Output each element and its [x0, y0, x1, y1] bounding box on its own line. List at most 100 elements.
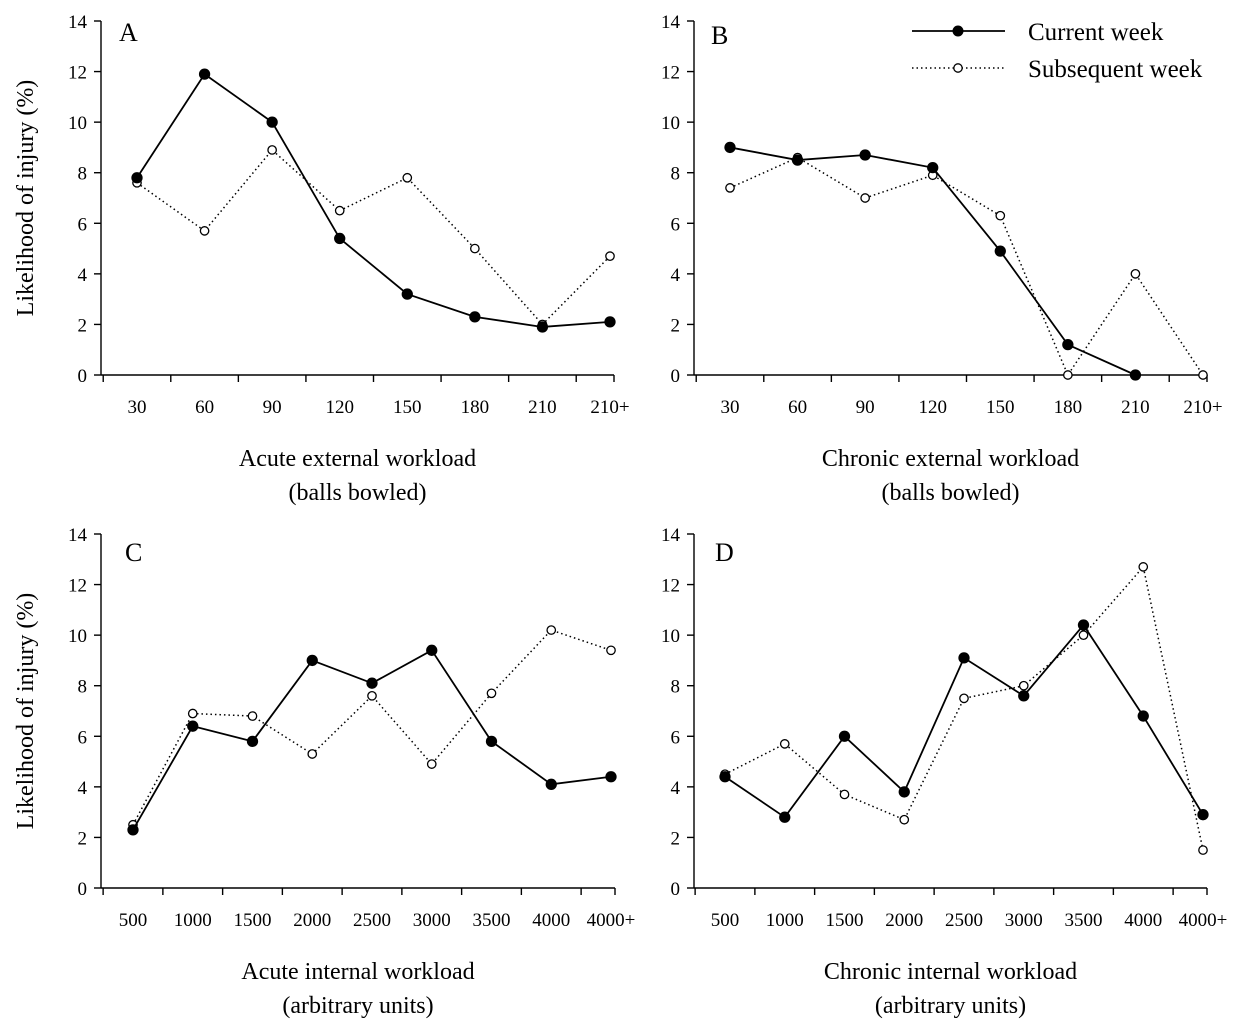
- y-tick-label: 10: [661, 113, 680, 134]
- subsequent-week-line: [724, 565, 1204, 851]
- x-tick-label: 4000: [532, 910, 570, 931]
- current-week-point: [426, 644, 438, 656]
- x-tick-label: 150: [986, 397, 1015, 418]
- current-week-line: [136, 72, 611, 328]
- subsequent-week-point: [860, 193, 870, 203]
- current-week-point: [266, 116, 278, 128]
- x-tick-label: 1500: [234, 910, 272, 931]
- y-tick-label: 2: [671, 315, 681, 336]
- y-tick-label: 6: [78, 727, 88, 748]
- x-tick-label: 1000: [766, 910, 804, 931]
- series-current-week: [131, 68, 616, 333]
- chart-panel-c: 0 2 4 6 8 10 12 14 500 1000 1500 2000 2500 3000 3500 40…: [13, 525, 635, 1019]
- current-week-point: [401, 288, 413, 300]
- x-tick-label: 150: [393, 397, 422, 418]
- current-week-point: [791, 154, 804, 166]
- x-axis-title: Chronic internal workload: [824, 959, 1077, 985]
- chart-panel-b: 0 2 4 6 8 10 12 14 30 60 90 120 150 180 210 210+ Chronic…: [661, 12, 1223, 506]
- y-tick-label: 2: [78, 315, 88, 336]
- y-tick-label: 8: [78, 677, 88, 698]
- current-week-point: [719, 771, 731, 783]
- x-tick-label: 210+: [590, 397, 629, 418]
- subsequent-week-point: [606, 645, 616, 656]
- y-tick-label: 12: [661, 576, 680, 597]
- subsequent-week-point: [605, 251, 615, 262]
- x-tick-label: 210+: [1183, 397, 1222, 418]
- panel-label: A: [119, 18, 138, 47]
- y-tick-label: 6: [671, 214, 681, 235]
- y-tick-label: 4: [671, 778, 681, 799]
- x-tick-label: 60: [195, 397, 214, 418]
- y-tick-label: 14: [68, 525, 88, 546]
- subsequent-week-point: [899, 814, 910, 825]
- subsequent-week-point: [199, 226, 210, 236]
- y-tick-label: 10: [661, 626, 680, 647]
- series-subsequent-week: [725, 152, 1208, 380]
- legend-subsequent-marker: [953, 63, 963, 73]
- current-week-point: [187, 720, 199, 732]
- current-week-point: [1062, 339, 1074, 351]
- current-week-point: [1137, 710, 1149, 722]
- x-tick-label: 4000+: [587, 910, 636, 931]
- y-tick-label: 2: [671, 828, 681, 849]
- subsequent-week-point: [1063, 370, 1073, 380]
- y-tick-label: 4: [78, 265, 88, 286]
- subsequent-week-point: [779, 739, 790, 749]
- x-tick-label: 60: [788, 397, 807, 418]
- subsequent-week-point: [367, 690, 377, 701]
- x-tick-label: 210: [1121, 397, 1150, 418]
- current-week-point: [536, 321, 549, 333]
- x-tick-label: 500: [119, 910, 148, 931]
- current-week-line: [729, 146, 1136, 376]
- y-tick-label: 12: [661, 63, 680, 84]
- y-tick-label: 0: [78, 879, 88, 900]
- x-tick-label: 2000: [885, 910, 923, 931]
- current-week-point: [1197, 809, 1209, 821]
- y-tick-label: 0: [671, 366, 681, 387]
- subsequent-week-point: [725, 183, 735, 193]
- legend-current-marker: [952, 25, 964, 37]
- subsequent-week-point: [307, 749, 318, 759]
- subsequent-week-point: [839, 789, 850, 800]
- y-tick-label: 12: [68, 63, 87, 84]
- current-week-point: [604, 316, 616, 328]
- subsequent-week-point: [1198, 370, 1208, 380]
- series-current-week: [719, 619, 1209, 823]
- x-tick-label: 30: [721, 397, 740, 418]
- subsequent-week-line: [136, 148, 611, 326]
- x-tick-label: 180: [1054, 397, 1083, 418]
- subsequent-week-point: [426, 759, 437, 769]
- x-tick-label: 4000: [1124, 910, 1162, 931]
- x-axis-title: Acute external workload: [239, 446, 476, 472]
- subsequent-week-point: [995, 210, 1006, 221]
- y-axis-title: Likelihood of injury (%): [13, 593, 39, 830]
- y-tick-label: 6: [78, 214, 88, 235]
- x-tick-label: 90: [856, 397, 875, 418]
- y-tick-label: 2: [78, 828, 88, 849]
- subsequent-week-point: [959, 693, 969, 704]
- subsequent-week-line: [132, 629, 612, 826]
- series-subsequent-week: [132, 145, 615, 330]
- current-week-point: [958, 652, 970, 664]
- x-tick-label: 3500: [1065, 910, 1103, 931]
- x-tick-label: 1000: [174, 910, 212, 931]
- current-week-point: [1018, 690, 1030, 702]
- x-axis-subtitle: (balls bowled): [289, 480, 427, 506]
- subsequent-week-point: [1018, 680, 1029, 691]
- y-tick-label: 8: [671, 164, 681, 185]
- current-week-point: [334, 232, 346, 245]
- x-tick-label: 210: [528, 397, 557, 418]
- legend-subsequent-label: Subsequent week: [1028, 56, 1203, 83]
- x-tick-label: 4000+: [1179, 910, 1228, 931]
- current-week-point: [127, 824, 139, 836]
- y-tick-label: 4: [78, 778, 88, 799]
- subsequent-week-point: [187, 708, 198, 719]
- current-week-point: [779, 811, 791, 823]
- current-week-line: [132, 649, 612, 831]
- y-tick-label: 4: [671, 265, 681, 286]
- x-axis-subtitle: (balls bowled): [882, 480, 1020, 506]
- subsequent-week-point: [247, 711, 258, 721]
- current-week-point: [131, 172, 143, 184]
- current-week-point: [898, 786, 910, 798]
- x-tick-label: 120: [918, 397, 947, 418]
